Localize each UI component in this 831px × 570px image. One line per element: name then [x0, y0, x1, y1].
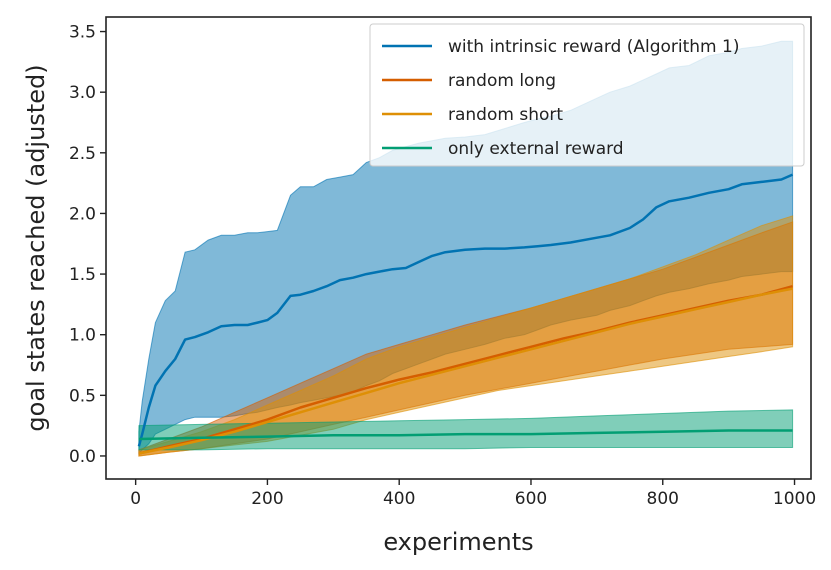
y-tick-label: 1.0 — [69, 326, 96, 346]
y-axis-label: goal states reached (adjusted) — [22, 64, 50, 431]
y-tick-label: 2.5 — [69, 144, 96, 164]
y-axis: 0.0 0.5 1.0 1.5 2.0 2.5 3.0 3.5 — [69, 23, 106, 467]
y-tick-label: 3.0 — [69, 83, 96, 103]
line-series-0 — [137, 173, 794, 447]
line-series-3 — [138, 429, 793, 441]
legend-label: only external reward — [448, 139, 624, 159]
y-tick-label: 2.0 — [69, 204, 96, 224]
x-axis: 0 200 400 600 800 1000 — [130, 479, 816, 509]
plot-frame — [105, 16, 812, 480]
line-series-2 — [138, 287, 793, 455]
legend-label: random long — [448, 71, 556, 91]
y-tick-label: 1.5 — [69, 265, 96, 285]
x-tick-label: 600 — [515, 489, 547, 509]
x-tick-label: 400 — [383, 489, 415, 509]
y-tick-label: 0.0 — [69, 447, 96, 467]
y-tick-label: 0.5 — [69, 386, 96, 406]
x-axis-label: experiments — [383, 528, 533, 556]
legend-label: with intrinsic reward (Algorithm 1) — [448, 37, 739, 57]
legend-label: random short — [448, 105, 563, 125]
x-tick-label: 0 — [130, 489, 141, 509]
band-series-3 — [138, 409, 794, 451]
x-tick-label: 1000 — [773, 489, 816, 509]
series-lines — [137, 173, 794, 455]
x-tick-label: 200 — [251, 489, 283, 509]
legend: with intrinsic reward (Algorithm 1) rando… — [369, 23, 805, 167]
y-tick-label: 3.5 — [69, 23, 96, 43]
x-tick-label: 800 — [647, 489, 679, 509]
legend-box — [369, 23, 805, 167]
